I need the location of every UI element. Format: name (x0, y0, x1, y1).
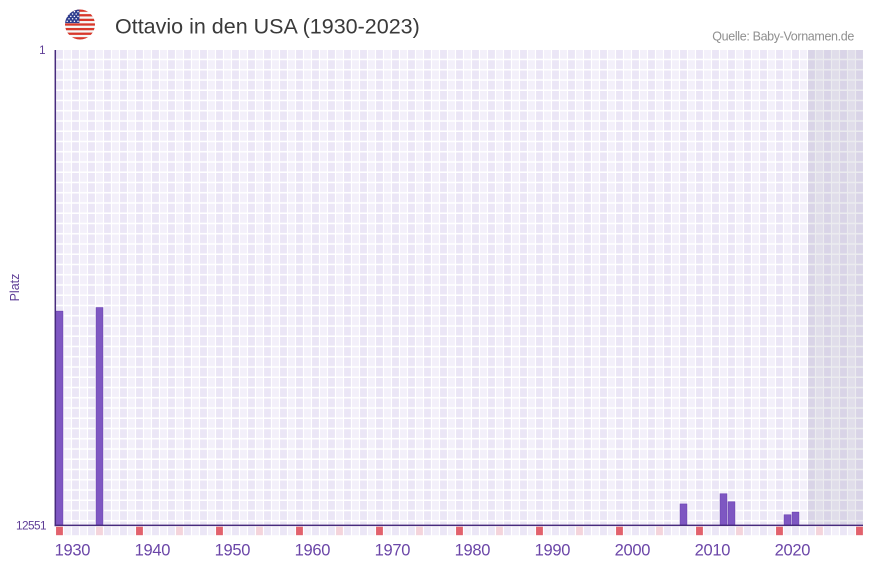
svg-text:2020: 2020 (775, 541, 811, 559)
svg-text:1940: 1940 (135, 541, 171, 559)
svg-text:Platz: Platz (8, 274, 22, 302)
svg-text:1990: 1990 (535, 541, 571, 559)
svg-text:2000: 2000 (615, 541, 651, 559)
svg-text:Ottavio in den USA (1930-2023): Ottavio in den USA (1930-2023) (115, 15, 420, 39)
svg-text:Quelle: Baby-Vornamen.de: Quelle: Baby-Vornamen.de (712, 30, 854, 44)
svg-text:1: 1 (39, 45, 45, 57)
svg-text:1960: 1960 (295, 541, 331, 559)
svg-text:1980: 1980 (455, 541, 491, 559)
svg-text:1970: 1970 (375, 541, 411, 559)
svg-text:12551: 12551 (16, 518, 46, 532)
svg-text:2010: 2010 (695, 541, 731, 559)
svg-text:1950: 1950 (215, 541, 251, 559)
svg-text:1930: 1930 (55, 541, 91, 559)
